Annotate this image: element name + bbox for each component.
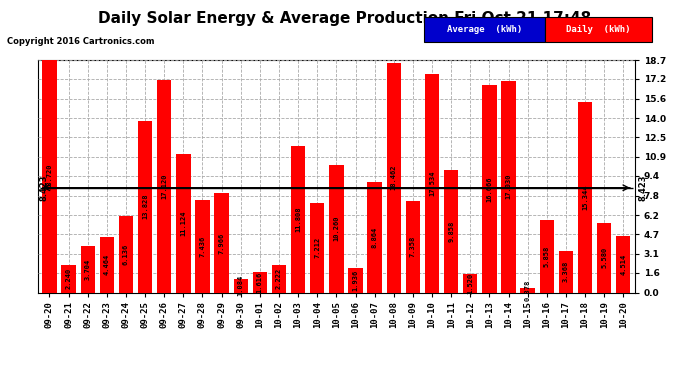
- Bar: [61, 265, 76, 292]
- Text: 16.666: 16.666: [486, 176, 493, 202]
- Text: 18.462: 18.462: [391, 165, 397, 190]
- Bar: [463, 274, 477, 292]
- Text: 4.514: 4.514: [620, 254, 627, 275]
- Text: 18.720: 18.720: [46, 164, 52, 189]
- Bar: [425, 75, 440, 292]
- Bar: [444, 170, 458, 292]
- Text: Daily Solar Energy & Average Production Fri Oct 21 17:48: Daily Solar Energy & Average Production …: [99, 11, 591, 26]
- Bar: [559, 251, 573, 292]
- Text: 1.520: 1.520: [467, 272, 473, 294]
- Bar: [406, 201, 420, 292]
- Text: Average  (kWh): Average (kWh): [447, 25, 522, 34]
- Bar: [253, 272, 267, 292]
- Bar: [272, 265, 286, 292]
- Bar: [329, 165, 344, 292]
- Bar: [616, 236, 631, 292]
- Bar: [81, 246, 95, 292]
- Text: 5.858: 5.858: [544, 246, 550, 267]
- Text: 11.808: 11.808: [295, 206, 301, 232]
- Bar: [540, 220, 554, 292]
- Bar: [348, 268, 363, 292]
- Text: 3.368: 3.368: [563, 261, 569, 282]
- Text: 17.534: 17.534: [429, 171, 435, 196]
- Bar: [291, 146, 305, 292]
- Bar: [310, 203, 324, 292]
- Text: 8.423: 8.423: [39, 174, 48, 201]
- Bar: [99, 237, 114, 292]
- Text: 15.344: 15.344: [582, 184, 588, 210]
- Text: 5.580: 5.580: [601, 247, 607, 268]
- Text: 17.030: 17.030: [506, 174, 511, 200]
- Bar: [138, 121, 152, 292]
- Text: 13.828: 13.828: [142, 194, 148, 219]
- Bar: [386, 63, 401, 292]
- Text: 1.084: 1.084: [238, 275, 244, 296]
- Text: 11.124: 11.124: [180, 211, 186, 236]
- Text: 7.358: 7.358: [410, 236, 416, 257]
- Bar: [520, 288, 535, 292]
- Bar: [233, 279, 248, 292]
- Bar: [482, 85, 497, 292]
- Bar: [42, 60, 57, 292]
- Bar: [368, 182, 382, 292]
- Bar: [176, 154, 190, 292]
- Bar: [195, 200, 210, 292]
- Text: 9.858: 9.858: [448, 220, 454, 242]
- Bar: [157, 80, 171, 292]
- Text: 0.378: 0.378: [524, 279, 531, 301]
- Text: 3.704: 3.704: [85, 259, 90, 280]
- Text: 7.212: 7.212: [314, 237, 320, 258]
- Text: 4.464: 4.464: [104, 254, 110, 275]
- Text: 2.240: 2.240: [66, 268, 72, 289]
- Text: 8.423: 8.423: [639, 174, 648, 201]
- Text: 10.260: 10.260: [333, 216, 339, 242]
- Text: 7.966: 7.966: [219, 232, 225, 254]
- Bar: [578, 102, 592, 292]
- Bar: [502, 81, 515, 292]
- Text: 6.136: 6.136: [123, 244, 129, 265]
- Text: 7.436: 7.436: [199, 236, 206, 257]
- Text: Daily  (kWh): Daily (kWh): [566, 25, 631, 34]
- Text: 1.936: 1.936: [353, 270, 359, 291]
- Text: 1.616: 1.616: [257, 272, 263, 293]
- Text: Copyright 2016 Cartronics.com: Copyright 2016 Cartronics.com: [7, 38, 155, 46]
- Bar: [215, 194, 229, 292]
- Text: 2.222: 2.222: [276, 268, 282, 289]
- Text: 8.864: 8.864: [372, 227, 377, 248]
- Bar: [597, 223, 611, 292]
- Text: 17.120: 17.120: [161, 173, 167, 199]
- Bar: [119, 216, 133, 292]
